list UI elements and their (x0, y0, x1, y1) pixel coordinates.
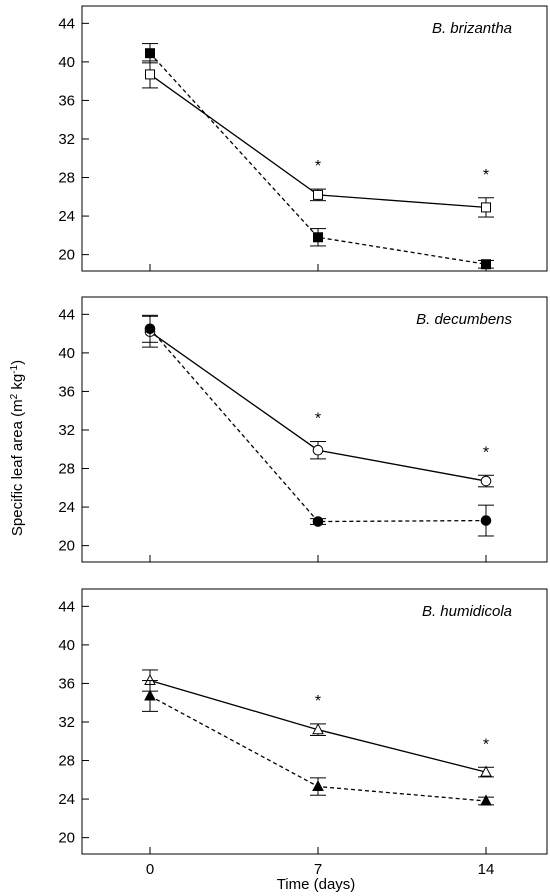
y-tick-label: 40 (58, 345, 75, 362)
y-tick-label: 32 (58, 714, 75, 731)
y-tick-label: 20 (58, 538, 75, 555)
data-point-filled-square (481, 259, 491, 270)
significance-star: * (315, 693, 321, 710)
panel-1: 20 24 28 32 36 40 44 B. brizantha * * (58, 5, 548, 272)
data-point-filled-triangle (312, 779, 324, 792)
data-point-open-square (481, 202, 491, 213)
data-point-filled-triangle (480, 794, 492, 806)
data-point-open-circle (312, 444, 324, 456)
y-tick-label: 24 (58, 791, 75, 808)
x-tick-label: 7 (314, 861, 322, 878)
significance-star: * (483, 736, 489, 753)
y-tick-label: 40 (58, 54, 75, 71)
panel-title: B. decumbens (416, 311, 512, 328)
y-tick-label: 20 (58, 830, 75, 847)
data-point-filled-circle (312, 516, 324, 527)
y-tick-label: 24 (58, 208, 75, 225)
series-line-open (149, 73, 487, 209)
data-point-filled-circle (144, 323, 156, 335)
data-point-open-triangle (312, 723, 324, 735)
x-tick-label: 14 (478, 861, 495, 878)
y-tick-label: 28 (58, 753, 75, 770)
data-point-filled-square (313, 232, 323, 243)
data-point-open-circle (480, 475, 492, 487)
y-tick-label: 40 (58, 637, 75, 654)
data-point-open-square (145, 69, 155, 80)
panel-title: B. humidicola (422, 603, 512, 620)
y-tick-label: 44 (58, 598, 75, 615)
y-tick-label: 36 (58, 383, 75, 400)
data-point-filled-circle (480, 515, 492, 526)
y-tick-label: 44 (58, 15, 75, 32)
y-tick-label: 32 (58, 422, 75, 439)
y-tick-label: 20 (58, 247, 75, 264)
y-axis-title: Specific leaf area (m2 kg-1) (9, 360, 27, 536)
data-point-filled-triangle (144, 689, 156, 701)
y-tick-label: 28 (58, 461, 75, 478)
plot-frame (81, 588, 548, 855)
y-tick-label: 44 (58, 306, 75, 323)
significance-star: * (315, 158, 321, 175)
significance-star: * (483, 167, 489, 184)
data-point-open-triangle (480, 765, 492, 777)
panel-2: 20 24 28 32 36 40 44 B. decumbens * * (58, 296, 548, 563)
panel-3: 20 24 28 32 36 40 44 0 7 14 B. humidicola * * (58, 588, 548, 878)
y-tick-label: 36 (58, 675, 75, 692)
data-point-open-square (313, 189, 323, 200)
x-tick-label: 0 (146, 861, 154, 878)
plot-frame (81, 5, 548, 272)
significance-star: * (315, 411, 321, 428)
data-point-filled-square (145, 48, 155, 59)
x-axis-title: Time (days) (277, 876, 356, 893)
y-tick-label: 36 (58, 92, 75, 109)
y-tick-label: 32 (58, 131, 75, 148)
y-tick-label: 28 (58, 170, 75, 187)
significance-star: * (483, 444, 489, 461)
y-tick-label: 24 (58, 499, 75, 516)
panel-title: B. brizantha (432, 20, 512, 37)
